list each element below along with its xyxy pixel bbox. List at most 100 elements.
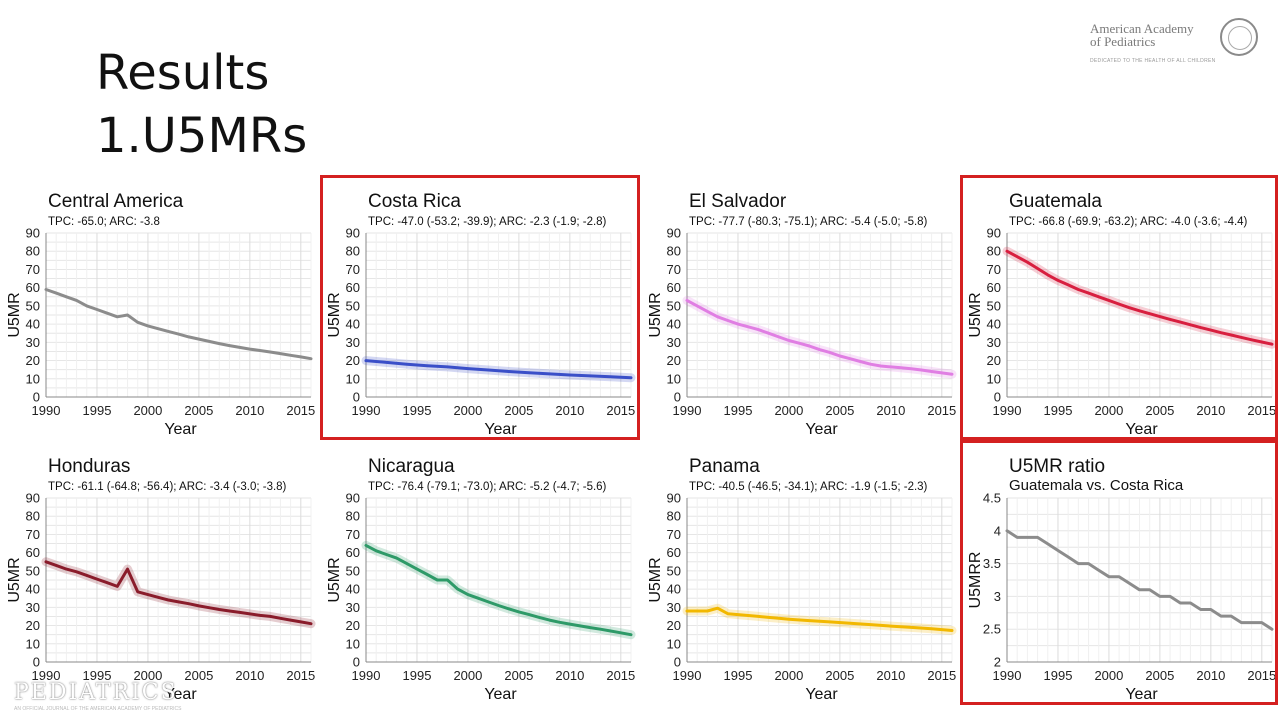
data-point [310, 357, 312, 360]
data-point [798, 342, 800, 345]
y-tick-label: 70 [987, 262, 1001, 277]
data-point [279, 617, 282, 620]
data-point [55, 292, 57, 294]
data-point [65, 295, 68, 298]
data-point [477, 597, 479, 600]
data-point [126, 568, 129, 570]
x-tick-label: 2015 [286, 668, 315, 683]
chart-title: El Salvador [689, 191, 787, 212]
data-point [1148, 312, 1151, 315]
chart-subtitle: TPC: -61.1 (-64.8; -56.4); ARC: -3.4 (-3… [48, 481, 287, 493]
y-tick-label: 40 [26, 317, 40, 332]
aap-logo: American Academy of Pediatrics DEDICATED… [1088, 18, 1263, 70]
data-point [910, 367, 913, 370]
data-point [1220, 615, 1222, 617]
data-point [1189, 324, 1192, 326]
x-axis-label: Year [1125, 686, 1158, 703]
data-point [1169, 318, 1171, 321]
data-point [1250, 621, 1253, 624]
y-tick-label: 10 [667, 371, 681, 386]
x-tick-label: 2005 [504, 668, 533, 683]
y-tick-label: 70 [346, 262, 360, 277]
x-tick-label: 1990 [993, 668, 1022, 683]
y-tick-label: 90 [346, 491, 360, 506]
data-point [446, 579, 449, 581]
highlight-frame [960, 440, 1278, 705]
data-point [1220, 331, 1222, 334]
pediatrics-watermark: PEDIATRICS [14, 680, 178, 705]
y-tick-label: 0 [353, 390, 360, 405]
data-point [1138, 310, 1141, 312]
data-point [1199, 326, 1202, 329]
y-tick-label: 70 [26, 262, 40, 277]
data-point [1138, 589, 1141, 591]
x-tick-label: 2000 [1094, 403, 1123, 418]
data-point [1026, 536, 1029, 539]
x-tick-label: 2010 [1196, 668, 1225, 683]
data-point [808, 345, 811, 347]
data-point [1148, 589, 1151, 591]
x-tick-label: 2005 [825, 403, 854, 418]
y-axis-label: U5MR [6, 292, 23, 337]
y-tick-label: 50 [26, 298, 40, 313]
y-tick-label: 0 [994, 390, 1001, 405]
data-point [910, 626, 913, 629]
highlight-frame [320, 175, 640, 440]
y-tick-label: 60 [26, 545, 40, 560]
data-point [310, 622, 312, 625]
data-point [869, 363, 872, 366]
data-point [198, 605, 200, 607]
data-point [436, 579, 439, 581]
data-point [157, 327, 159, 330]
x-tick-label: 2015 [927, 668, 956, 683]
y-tick-label: 90 [26, 491, 40, 506]
data-point [696, 610, 698, 612]
data-point [630, 633, 632, 636]
x-tick-label: 1990 [673, 403, 702, 418]
y-tick-label: 60 [667, 280, 681, 295]
data-point [177, 601, 180, 603]
data-point [177, 333, 180, 335]
x-tick-label: 2010 [235, 668, 264, 683]
x-tick-label: 2010 [876, 668, 905, 683]
y-tick-label: 0 [674, 655, 681, 670]
data-point [167, 330, 170, 333]
data-point [96, 578, 98, 580]
aap-logo-tagline: DEDICATED TO THE HEALTH OF ALL CHILDREN [1090, 58, 1216, 64]
aap-seal-icon [1220, 18, 1258, 56]
x-tick-label: 2005 [825, 668, 854, 683]
data-point [85, 305, 88, 307]
data-point [1077, 562, 1080, 565]
x-tick-label: 1990 [352, 403, 381, 418]
data-point [900, 367, 902, 369]
data-point [487, 601, 490, 603]
data-point [426, 364, 428, 367]
x-tick-label: 1990 [32, 668, 61, 683]
data-point [630, 376, 632, 379]
y-tick-label: 3.5 [983, 556, 1001, 571]
chart-subtitle: Guatemala vs. Costa Rica [1009, 477, 1184, 494]
data-point [818, 348, 821, 351]
data-point [85, 574, 88, 577]
x-tick-label: 2015 [927, 403, 956, 418]
chart-subtitle: TPC: -66.8 (-69.9; -63.2); ARC: -4.0 (-3… [1009, 216, 1248, 228]
data-point [75, 299, 78, 302]
data-point [249, 348, 251, 350]
data-point [446, 366, 449, 368]
data-point [757, 328, 760, 331]
y-tick-label: 90 [346, 226, 360, 241]
x-axis-label: Year [805, 421, 838, 438]
y-tick-label: 20 [987, 353, 1001, 368]
x-tick-label: 1990 [673, 668, 702, 683]
data-point [147, 325, 149, 327]
data-point [136, 591, 139, 593]
x-tick-label: 1995 [1044, 668, 1073, 683]
data-point [106, 581, 108, 584]
y-tick-label: 70 [667, 262, 681, 277]
x-tick-label: 1990 [32, 403, 61, 418]
data-point [1169, 595, 1171, 598]
x-tick-label: 2005 [184, 668, 213, 683]
data-point [716, 607, 719, 610]
data-point [1097, 295, 1100, 298]
